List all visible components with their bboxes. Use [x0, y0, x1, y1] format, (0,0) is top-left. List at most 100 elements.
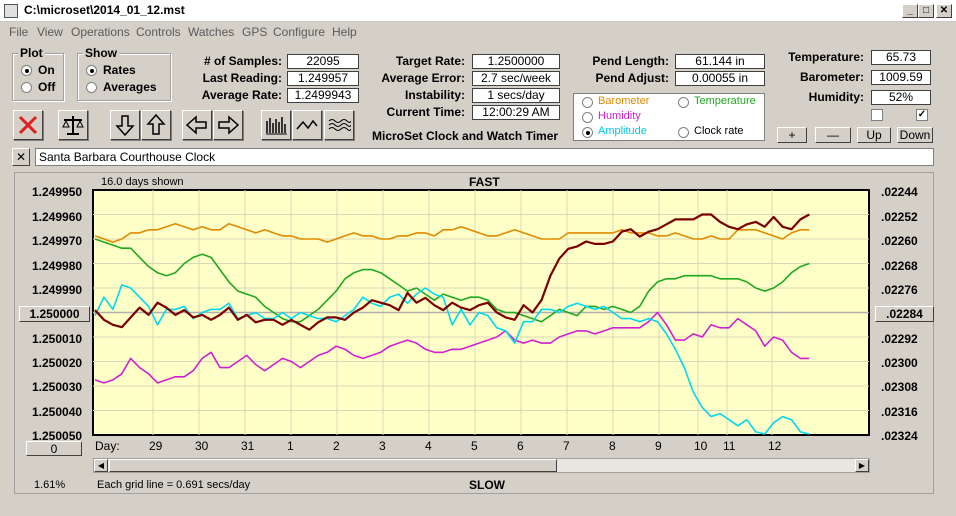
scale-up-button[interactable]: Up [857, 127, 891, 143]
series-humidity [94, 311, 810, 384]
target-rate-value[interactable]: 1.2500000 [472, 54, 560, 69]
series-clock-rate [94, 213, 810, 331]
clear-name-button[interactable]: ✕ [12, 148, 30, 166]
wave-graph-icon [328, 119, 351, 131]
y-left-center-box[interactable]: 1.250000 [19, 306, 90, 322]
series-barometer [94, 222, 810, 243]
title-bar: C:\microset\2014_01_12.mst _ □ ✕ [0, 0, 956, 22]
minimize-button[interactable]: _ [902, 4, 918, 18]
amplitude-radio[interactable] [582, 127, 593, 138]
zoom-out-button[interactable]: — [815, 127, 851, 143]
day-tick-4: 2 [333, 439, 340, 453]
left-offset-box[interactable]: 0 [26, 441, 82, 456]
menu-controls[interactable]: Controls [136, 25, 181, 39]
series-lines [94, 213, 810, 435]
stop-button[interactable] [13, 110, 43, 140]
day-axis-label: Day: [95, 439, 120, 453]
plot-off-radio[interactable] [21, 82, 32, 93]
y-right-tick-3: .02268 [881, 259, 918, 273]
day-tick-0: 29 [149, 439, 163, 453]
humidity-value: 52% [871, 90, 931, 105]
maximize-button[interactable]: □ [918, 4, 934, 18]
up-arrow-icon [146, 113, 166, 135]
clock-rate-radio[interactable] [678, 127, 689, 138]
y-left-tick-3: 1.249980 [32, 259, 83, 273]
menu-view[interactable]: View [37, 25, 63, 39]
grid-info-label: Each grid line = 0.691 secs/day [97, 479, 251, 491]
up-arrow-button[interactable] [141, 110, 171, 140]
scale-down-button[interactable]: Down [897, 127, 933, 143]
left-arrow-icon [185, 115, 207, 135]
samples-label: # of Samples: [203, 54, 282, 68]
y-right-center-box[interactable]: .02284 [875, 306, 934, 322]
down-arrow-button[interactable] [110, 110, 140, 140]
menu-watches[interactable]: Watches [188, 25, 235, 39]
scroll-left-arrow[interactable]: ◀ [94, 459, 108, 472]
menu-gps[interactable]: GPS [242, 25, 268, 39]
zoom-in-button[interactable]: + [777, 127, 807, 143]
temperature-radio[interactable] [678, 97, 689, 108]
show-rates-label: Rates [103, 63, 136, 77]
days-shown-label: 16.0 days shown [101, 176, 184, 188]
last-reading-value: 1.249957 [287, 71, 359, 86]
bar-view-button[interactable] [261, 110, 291, 140]
close-button[interactable]: ✕ [936, 4, 952, 18]
y-right-tick-0: .02244 [881, 185, 918, 199]
day-tick-5: 3 [379, 439, 386, 453]
y-right-tick-8: .02308 [881, 380, 918, 394]
y-right-tick-9: .02316 [881, 405, 918, 419]
pend-length-value[interactable]: 61.144 in [675, 54, 765, 69]
pend-adjust-value[interactable]: 0.00055 in [675, 71, 765, 86]
samples-value: 22095 [287, 54, 359, 69]
y-left-tick-4: 1.249990 [32, 283, 83, 297]
window-title: C:\microset\2014_01_12.mst [24, 3, 185, 17]
app-icon [4, 4, 18, 18]
pend-adjust-label: Pend Adjust: [595, 71, 669, 85]
menu-help[interactable]: Help [332, 25, 357, 39]
line-view-button[interactable] [292, 110, 322, 140]
right-checkbox[interactable]: ✓ [916, 109, 928, 121]
balance-button[interactable] [58, 110, 88, 140]
day-tick-7: 5 [471, 439, 478, 453]
instability-value: 1 secs/day [472, 88, 560, 103]
y-right-tick-10: .02324 [881, 429, 918, 443]
red-x-icon [18, 115, 38, 135]
y-left-tick-1: 1.249960 [32, 210, 83, 224]
humidity-radio[interactable] [582, 112, 593, 123]
temperature-value: 65.73 [871, 50, 931, 65]
barometer-legend: Barometer [598, 95, 650, 107]
left-checkbox[interactable] [871, 109, 883, 121]
show-rates-radio[interactable] [86, 65, 97, 76]
right-arrow-button[interactable] [213, 110, 243, 140]
day-tick-10: 8 [609, 439, 616, 453]
wave-view-button[interactable] [324, 110, 354, 140]
left-arrow-button[interactable] [182, 110, 212, 140]
menu-operations[interactable]: Operations [71, 25, 130, 39]
scroll-right-arrow[interactable]: ▶ [855, 459, 869, 472]
plot-on-radio[interactable] [21, 65, 32, 76]
y-left-tick-6: 1.250010 [32, 332, 83, 346]
series-amplitude [94, 284, 810, 435]
barometer-radio[interactable] [582, 97, 593, 108]
day-tick-11: 9 [655, 439, 662, 453]
y-left-tick-2: 1.249970 [32, 234, 83, 248]
average-rate-label: Average Rate: [201, 88, 282, 102]
scroll-thumb[interactable] [109, 459, 557, 472]
line-graph-icon [296, 119, 318, 130]
balance-scale-icon [62, 116, 84, 135]
average-rate-value: 1.2499943 [287, 88, 359, 103]
y-right-tick-6: .02292 [881, 332, 918, 346]
last-reading-label: Last Reading: [202, 71, 282, 85]
time-scrollbar[interactable]: ◀ ▶ [93, 458, 870, 473]
y-left-tick-10: 1.250050 [32, 429, 83, 443]
y-right-tick-1: .02252 [881, 210, 918, 224]
show-averages-radio[interactable] [86, 82, 97, 93]
plot-on-label: On [38, 63, 55, 77]
clock-name-input[interactable]: Santa Barbara Courthouse Clock [35, 148, 934, 166]
day-tick-3: 1 [287, 439, 294, 453]
menu-configure[interactable]: Configure [273, 25, 326, 39]
current-time-value: 12:00:29 AM [472, 105, 560, 120]
day-tick-8: 6 [517, 439, 524, 453]
menu-file[interactable]: File [9, 25, 29, 39]
